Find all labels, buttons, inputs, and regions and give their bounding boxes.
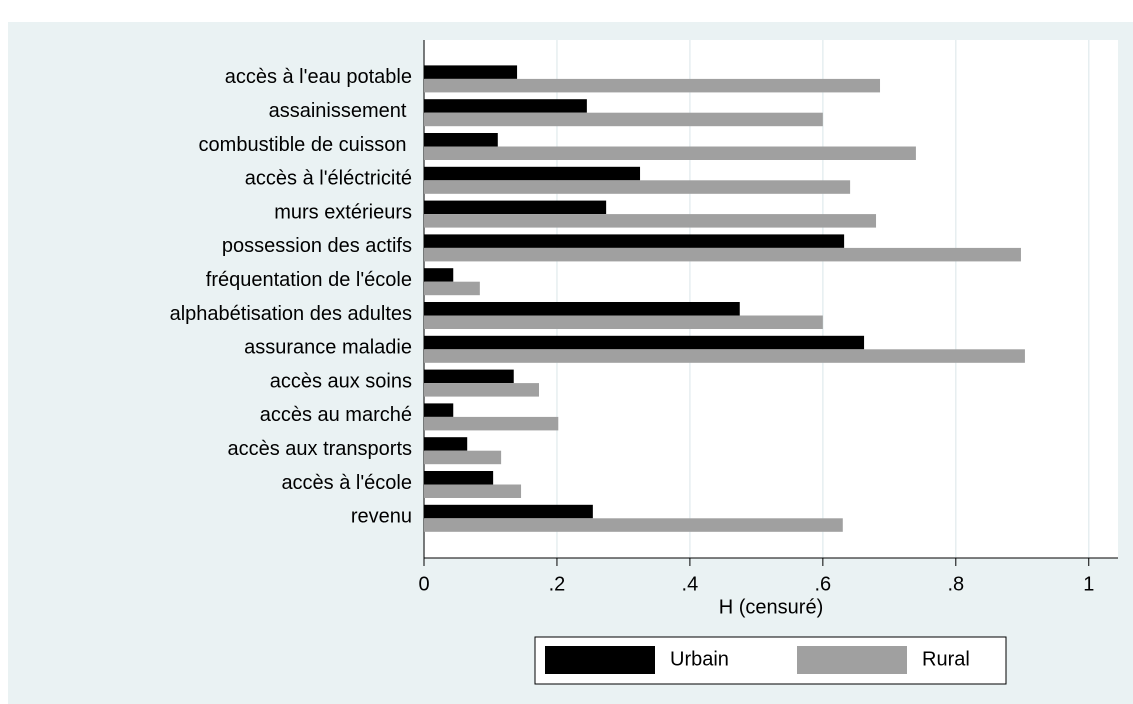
bar <box>424 369 514 384</box>
bar <box>424 200 607 215</box>
y-tick-label: assainissement <box>269 100 412 122</box>
bar <box>424 247 1021 262</box>
y-tick-label: alphabétisation des adultes <box>170 303 412 325</box>
bar <box>424 180 851 194</box>
bar <box>424 78 881 93</box>
y-tick-label: combustible de cuisson <box>199 134 412 156</box>
bar <box>424 214 877 228</box>
legend-label: Urbain <box>670 648 729 670</box>
bar <box>424 133 498 147</box>
y-tick-label: revenu <box>351 506 412 528</box>
bar <box>424 281 480 296</box>
legend-swatch <box>545 646 655 674</box>
x-tick-label: .8 <box>947 573 964 595</box>
bar <box>424 437 468 451</box>
bar <box>424 99 587 113</box>
y-tick-label: assurance maladie <box>244 337 412 359</box>
bar <box>424 349 1025 363</box>
y-tick-label: accès au marché <box>260 404 412 426</box>
bar <box>424 315 823 329</box>
x-tick-label: .2 <box>549 573 566 595</box>
bar <box>424 450 502 465</box>
bar <box>424 504 593 519</box>
bar <box>424 268 454 282</box>
x-tick-label: .4 <box>682 573 699 595</box>
bar <box>424 383 540 397</box>
y-tick-label: accès aux transports <box>227 438 412 460</box>
bar <box>424 166 641 181</box>
legend-label: Rural <box>922 648 970 670</box>
x-axis-label: H (censuré) <box>719 596 823 618</box>
x-tick-label: 1 <box>1083 573 1094 595</box>
bar <box>424 65 518 79</box>
x-tick-label: .6 <box>815 573 832 595</box>
y-tick-label: accès à l'éléctricité <box>245 168 412 190</box>
bar <box>424 403 454 417</box>
bar <box>424 234 845 248</box>
y-tick-label: accès à l'eau potable <box>225 66 412 88</box>
x-tick-label: 0 <box>418 573 429 595</box>
y-tick-label: murs extérieurs <box>274 201 412 223</box>
bar <box>424 302 740 316</box>
y-tick-label: fréquentation de l'école <box>206 269 412 291</box>
bar <box>424 335 865 350</box>
y-tick-label: accès aux soins <box>270 370 412 392</box>
bar <box>424 146 916 160</box>
y-tick-label: possession des actifs <box>222 235 412 257</box>
bar <box>424 484 522 498</box>
bar <box>424 112 823 127</box>
y-tick-label: accès à l'école <box>281 472 412 494</box>
bar <box>424 471 494 485</box>
bar <box>424 518 843 532</box>
bar <box>424 416 559 431</box>
plot-area <box>424 40 1118 558</box>
legend-swatch <box>797 646 907 674</box>
